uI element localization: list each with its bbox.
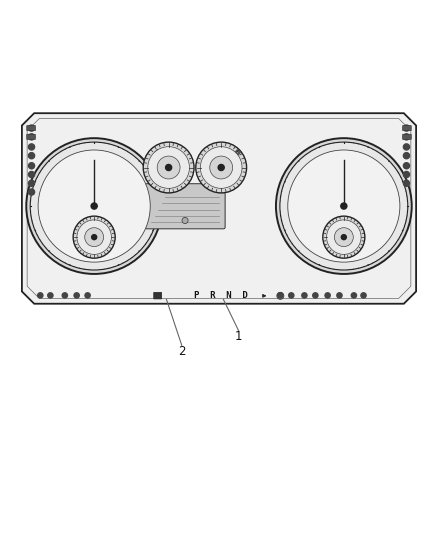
Circle shape (403, 180, 410, 187)
Circle shape (302, 293, 307, 298)
Circle shape (327, 220, 361, 254)
Circle shape (182, 217, 188, 223)
FancyBboxPatch shape (27, 134, 35, 140)
Circle shape (403, 163, 410, 169)
Circle shape (403, 125, 410, 131)
Circle shape (73, 216, 115, 258)
Circle shape (341, 203, 347, 209)
Circle shape (28, 144, 35, 150)
Circle shape (28, 134, 35, 140)
Circle shape (28, 163, 35, 169)
Circle shape (38, 150, 150, 262)
Circle shape (210, 156, 233, 179)
PathPatch shape (22, 113, 416, 304)
Circle shape (28, 189, 35, 195)
Circle shape (74, 293, 79, 298)
Circle shape (403, 144, 410, 150)
Circle shape (403, 152, 410, 159)
Circle shape (280, 142, 408, 270)
Circle shape (30, 142, 158, 270)
Circle shape (288, 150, 400, 262)
Circle shape (361, 293, 366, 298)
Circle shape (28, 180, 35, 187)
Circle shape (334, 228, 353, 247)
FancyBboxPatch shape (27, 125, 35, 131)
Circle shape (403, 134, 410, 140)
Circle shape (143, 142, 194, 193)
Circle shape (166, 165, 172, 171)
Text: P  R  N  D: P R N D (194, 292, 248, 301)
Circle shape (278, 293, 283, 298)
FancyBboxPatch shape (154, 292, 162, 299)
Circle shape (148, 147, 190, 188)
Circle shape (157, 156, 180, 179)
Circle shape (289, 293, 294, 298)
Circle shape (48, 293, 53, 298)
Circle shape (276, 138, 412, 274)
FancyBboxPatch shape (403, 134, 411, 140)
FancyBboxPatch shape (145, 184, 225, 229)
Circle shape (325, 293, 330, 298)
Circle shape (77, 220, 111, 254)
Text: 1: 1 (235, 330, 243, 343)
Circle shape (38, 293, 43, 298)
Circle shape (337, 293, 342, 298)
Circle shape (341, 235, 346, 240)
Circle shape (91, 203, 97, 209)
Circle shape (200, 147, 242, 188)
Text: 2: 2 (178, 344, 186, 358)
Circle shape (26, 138, 162, 274)
Circle shape (28, 152, 35, 159)
Circle shape (28, 172, 35, 177)
Circle shape (196, 142, 247, 193)
Circle shape (85, 293, 90, 298)
Circle shape (218, 165, 224, 171)
Circle shape (323, 216, 365, 258)
Circle shape (403, 172, 410, 177)
Circle shape (92, 235, 97, 240)
Circle shape (313, 293, 318, 298)
Circle shape (28, 125, 35, 131)
Circle shape (351, 293, 357, 298)
Circle shape (62, 293, 67, 298)
Circle shape (85, 228, 104, 247)
FancyBboxPatch shape (403, 125, 411, 131)
